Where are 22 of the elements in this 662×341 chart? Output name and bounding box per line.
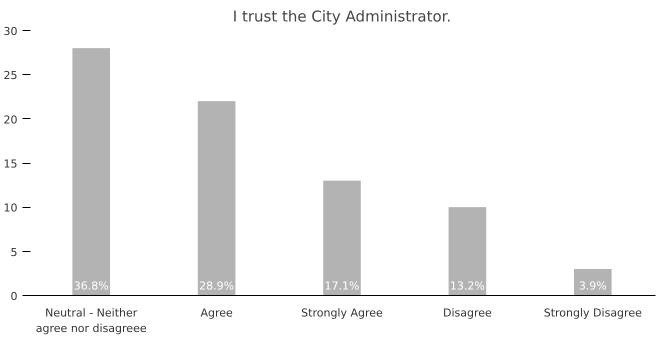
x-tick-label: Disagree xyxy=(443,306,492,320)
annotation: 3.9% xyxy=(578,280,607,292)
x-tick-label: Neutral - Neither agree nor disagreee xyxy=(36,306,147,336)
y-tick-label: 0 xyxy=(10,290,18,303)
bar xyxy=(72,48,110,296)
y-tick-label: 15 xyxy=(4,158,18,170)
y-tick-label: 5 xyxy=(10,246,18,259)
y-tick-label: 25 xyxy=(4,69,18,82)
chart-title: I trust the City Administrator. xyxy=(232,8,452,26)
bar xyxy=(198,101,236,296)
y-tick-label: 10 xyxy=(4,202,18,215)
y-tick-label: 30 xyxy=(4,25,18,38)
annotation: 28.9% xyxy=(199,280,234,292)
annotation: 13.2% xyxy=(450,280,485,292)
y-tick-label: 20 xyxy=(4,113,18,126)
annotation: 17.1% xyxy=(324,280,360,292)
bar xyxy=(448,207,486,296)
x-tick-label: Strongly Agree xyxy=(301,306,384,320)
x-tick-label: Agree xyxy=(200,306,233,320)
bar xyxy=(323,180,361,296)
annotation: 36.8% xyxy=(74,280,109,292)
x-tick-label: Strongly Disagree xyxy=(544,306,642,320)
